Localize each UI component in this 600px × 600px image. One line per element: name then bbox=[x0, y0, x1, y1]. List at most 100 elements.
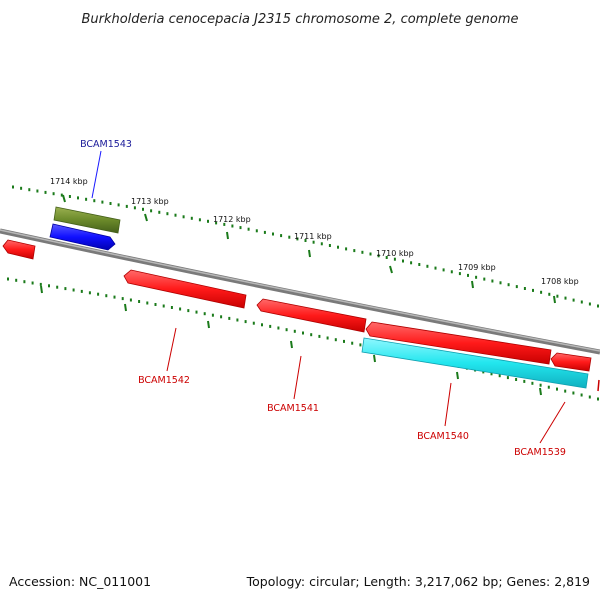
outer-tick-dot bbox=[426, 264, 429, 268]
inner-tick-dot bbox=[179, 307, 182, 311]
page-title: Burkholderia cenocepacia J2315 chromosom… bbox=[81, 12, 518, 27]
outer-tick-dot bbox=[28, 188, 31, 192]
inner-tick-dot bbox=[211, 313, 214, 317]
inner-tick-dot bbox=[556, 387, 558, 391]
outer-tick-dot bbox=[223, 222, 226, 226]
outer-tick-dot bbox=[60, 193, 63, 197]
accession-text: Accession: NC_011001 bbox=[9, 574, 151, 589]
outer-tick-dot bbox=[312, 240, 315, 244]
inner-tick-dot bbox=[162, 304, 165, 308]
inner-tick-dot bbox=[236, 318, 239, 322]
outer-tick-ring bbox=[12, 185, 599, 308]
outer-tick-dot bbox=[247, 227, 250, 231]
outer-tick-dot bbox=[296, 237, 299, 241]
inner-tick-dot bbox=[269, 324, 272, 328]
gene-label-bcam1539[interactable]: BCAM1539 bbox=[514, 447, 566, 458]
inner-tick-dot bbox=[170, 306, 173, 309]
outer-tick-dot bbox=[239, 226, 242, 230]
gene-bcam1539[interactable] bbox=[550, 352, 592, 372]
outer-tick-dot bbox=[288, 235, 291, 239]
outer-tick-dot bbox=[580, 300, 583, 304]
outer-major-tick bbox=[553, 295, 556, 304]
outer-tick-dot bbox=[150, 209, 153, 213]
outer-tick-dot bbox=[491, 279, 494, 283]
outer-major-tick bbox=[308, 249, 311, 258]
outer-tick-dot bbox=[68, 195, 71, 198]
outer-tick-dot bbox=[158, 210, 161, 214]
outer-tick-dot bbox=[393, 257, 396, 261]
gene-label-bcam1542[interactable]: BCAM1542 bbox=[138, 375, 190, 386]
inner-major-tick bbox=[207, 320, 210, 329]
inner-tick-dot bbox=[72, 288, 75, 292]
outer-tick-dot bbox=[467, 273, 469, 277]
outer-tick-dot bbox=[280, 234, 283, 238]
outer-tick-dot bbox=[101, 200, 104, 204]
outer-tick-dot bbox=[20, 186, 23, 190]
label-line-bcam1540 bbox=[444, 382, 452, 427]
gene-label-bcam1540[interactable]: BCAM1540 bbox=[417, 431, 469, 442]
outer-tick-dot bbox=[515, 285, 518, 289]
inner-tick-dot bbox=[564, 389, 567, 393]
gene-label-bcam1543[interactable]: BCAM1543 bbox=[80, 139, 132, 150]
inner-major-ticks bbox=[40, 285, 542, 396]
inner-tick-dot bbox=[515, 378, 518, 381]
inner-tick-dot bbox=[285, 328, 288, 332]
outer-tick-dot bbox=[434, 266, 437, 270]
gene-bcam1543-olive[interactable] bbox=[53, 206, 121, 234]
inner-tick-dot bbox=[547, 385, 550, 389]
outer-major-tick bbox=[144, 213, 148, 222]
inner-tick-dot bbox=[482, 370, 485, 374]
outer-tick-dot bbox=[272, 232, 274, 236]
gene-bcam1543[interactable] bbox=[49, 223, 116, 251]
gene-bcam1540[interactable] bbox=[365, 321, 552, 365]
inner-tick-dot bbox=[15, 278, 18, 282]
inner-tick-dot bbox=[187, 309, 190, 313]
outer-tick-dot bbox=[556, 294, 559, 298]
outer-tick-dot bbox=[385, 256, 388, 259]
outer-tick-dot bbox=[450, 270, 453, 274]
gene-label-bcam1541[interactable]: BCAM1541 bbox=[267, 403, 319, 414]
outer-tick-dot bbox=[109, 202, 112, 205]
outer-tick-dot bbox=[304, 239, 307, 242]
inner-tick-dot bbox=[588, 395, 591, 399]
chromosome-backbone-highlight bbox=[0, 229, 600, 352]
inner-tick-dot bbox=[7, 277, 9, 281]
inner-tick-dot bbox=[203, 312, 206, 316]
outer-tick-dot bbox=[198, 218, 201, 222]
outer-tick-dot bbox=[483, 277, 486, 281]
inner-tick-dot bbox=[138, 300, 141, 303]
outer-tick-dot bbox=[418, 263, 421, 266]
outer-tick-dot bbox=[532, 288, 534, 292]
tick-label-1708: 1708 kbp bbox=[541, 277, 579, 286]
gene-bcam1541[interactable] bbox=[256, 298, 367, 333]
inner-major-tick bbox=[124, 303, 127, 312]
inner-tick-dot bbox=[39, 282, 42, 286]
inner-tick-dot bbox=[244, 320, 247, 324]
inner-tick-dot bbox=[334, 338, 337, 342]
outer-tick-dot bbox=[190, 216, 193, 220]
outer-tick-dot bbox=[182, 215, 185, 219]
inner-tick-dot bbox=[220, 315, 223, 319]
outer-tick-dot bbox=[215, 221, 218, 225]
inner-tick-dot bbox=[580, 393, 583, 397]
outer-tick-dot bbox=[36, 189, 39, 193]
inner-tick-dot bbox=[228, 316, 231, 320]
label-line-bcam1542 bbox=[166, 327, 177, 372]
outer-tick-dot bbox=[207, 219, 209, 223]
inner-tick-dot bbox=[129, 298, 132, 302]
gene-partial-left[interactable] bbox=[2, 239, 36, 260]
outer-tick-dot bbox=[572, 298, 575, 302]
outer-major-ticks bbox=[62, 194, 556, 304]
inner-tick-dot bbox=[351, 341, 354, 345]
inner-tick-dot bbox=[572, 391, 575, 395]
gene-bcam1540-cyan[interactable] bbox=[361, 337, 589, 389]
outer-tick-dot bbox=[564, 296, 567, 300]
inner-tick-dot bbox=[88, 291, 91, 295]
outer-tick-dot bbox=[507, 283, 510, 287]
inner-tick-dot bbox=[252, 321, 255, 325]
inner-tick-dot bbox=[359, 343, 362, 347]
label-line-bcam1541 bbox=[293, 355, 302, 400]
gene-bcam1542[interactable] bbox=[123, 269, 247, 309]
outer-tick-dot bbox=[361, 250, 364, 254]
